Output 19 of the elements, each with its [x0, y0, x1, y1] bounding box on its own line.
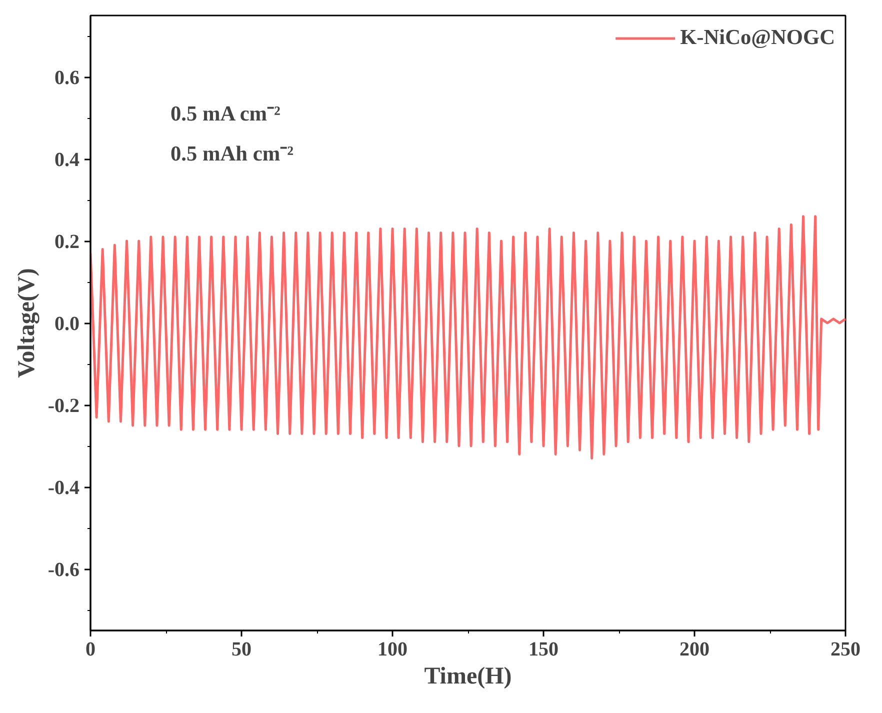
x-tick-label: 250 — [830, 638, 860, 660]
x-tick-label: 0 — [86, 638, 96, 660]
y-tick-label: -0.2 — [48, 395, 80, 417]
y-tick-label: 0.0 — [54, 313, 80, 335]
annotation: 0.5 mA cm⁻² — [170, 102, 280, 126]
line-series — [90, 215, 846, 460]
y-tick-label: 0.4 — [54, 149, 80, 171]
x-tick-label: 150 — [528, 638, 558, 660]
y-tick-label: -0.4 — [48, 477, 80, 499]
x-tick-label: 200 — [680, 638, 710, 660]
annotation: 0.5 mAh cm⁻² — [170, 142, 294, 166]
y-tick-label: -0.6 — [48, 559, 80, 581]
x-axis-title: Time(H) — [424, 664, 512, 690]
y-tick-label: 0.2 — [54, 231, 80, 253]
x-tick-label: 100 — [378, 638, 408, 660]
y-axis-title: Voltage(V) — [14, 268, 40, 378]
x-tick-label: 50 — [232, 638, 252, 660]
y-tick-label: 0.6 — [54, 67, 80, 89]
legend-label: K-NiCo@NOGC — [680, 25, 835, 50]
